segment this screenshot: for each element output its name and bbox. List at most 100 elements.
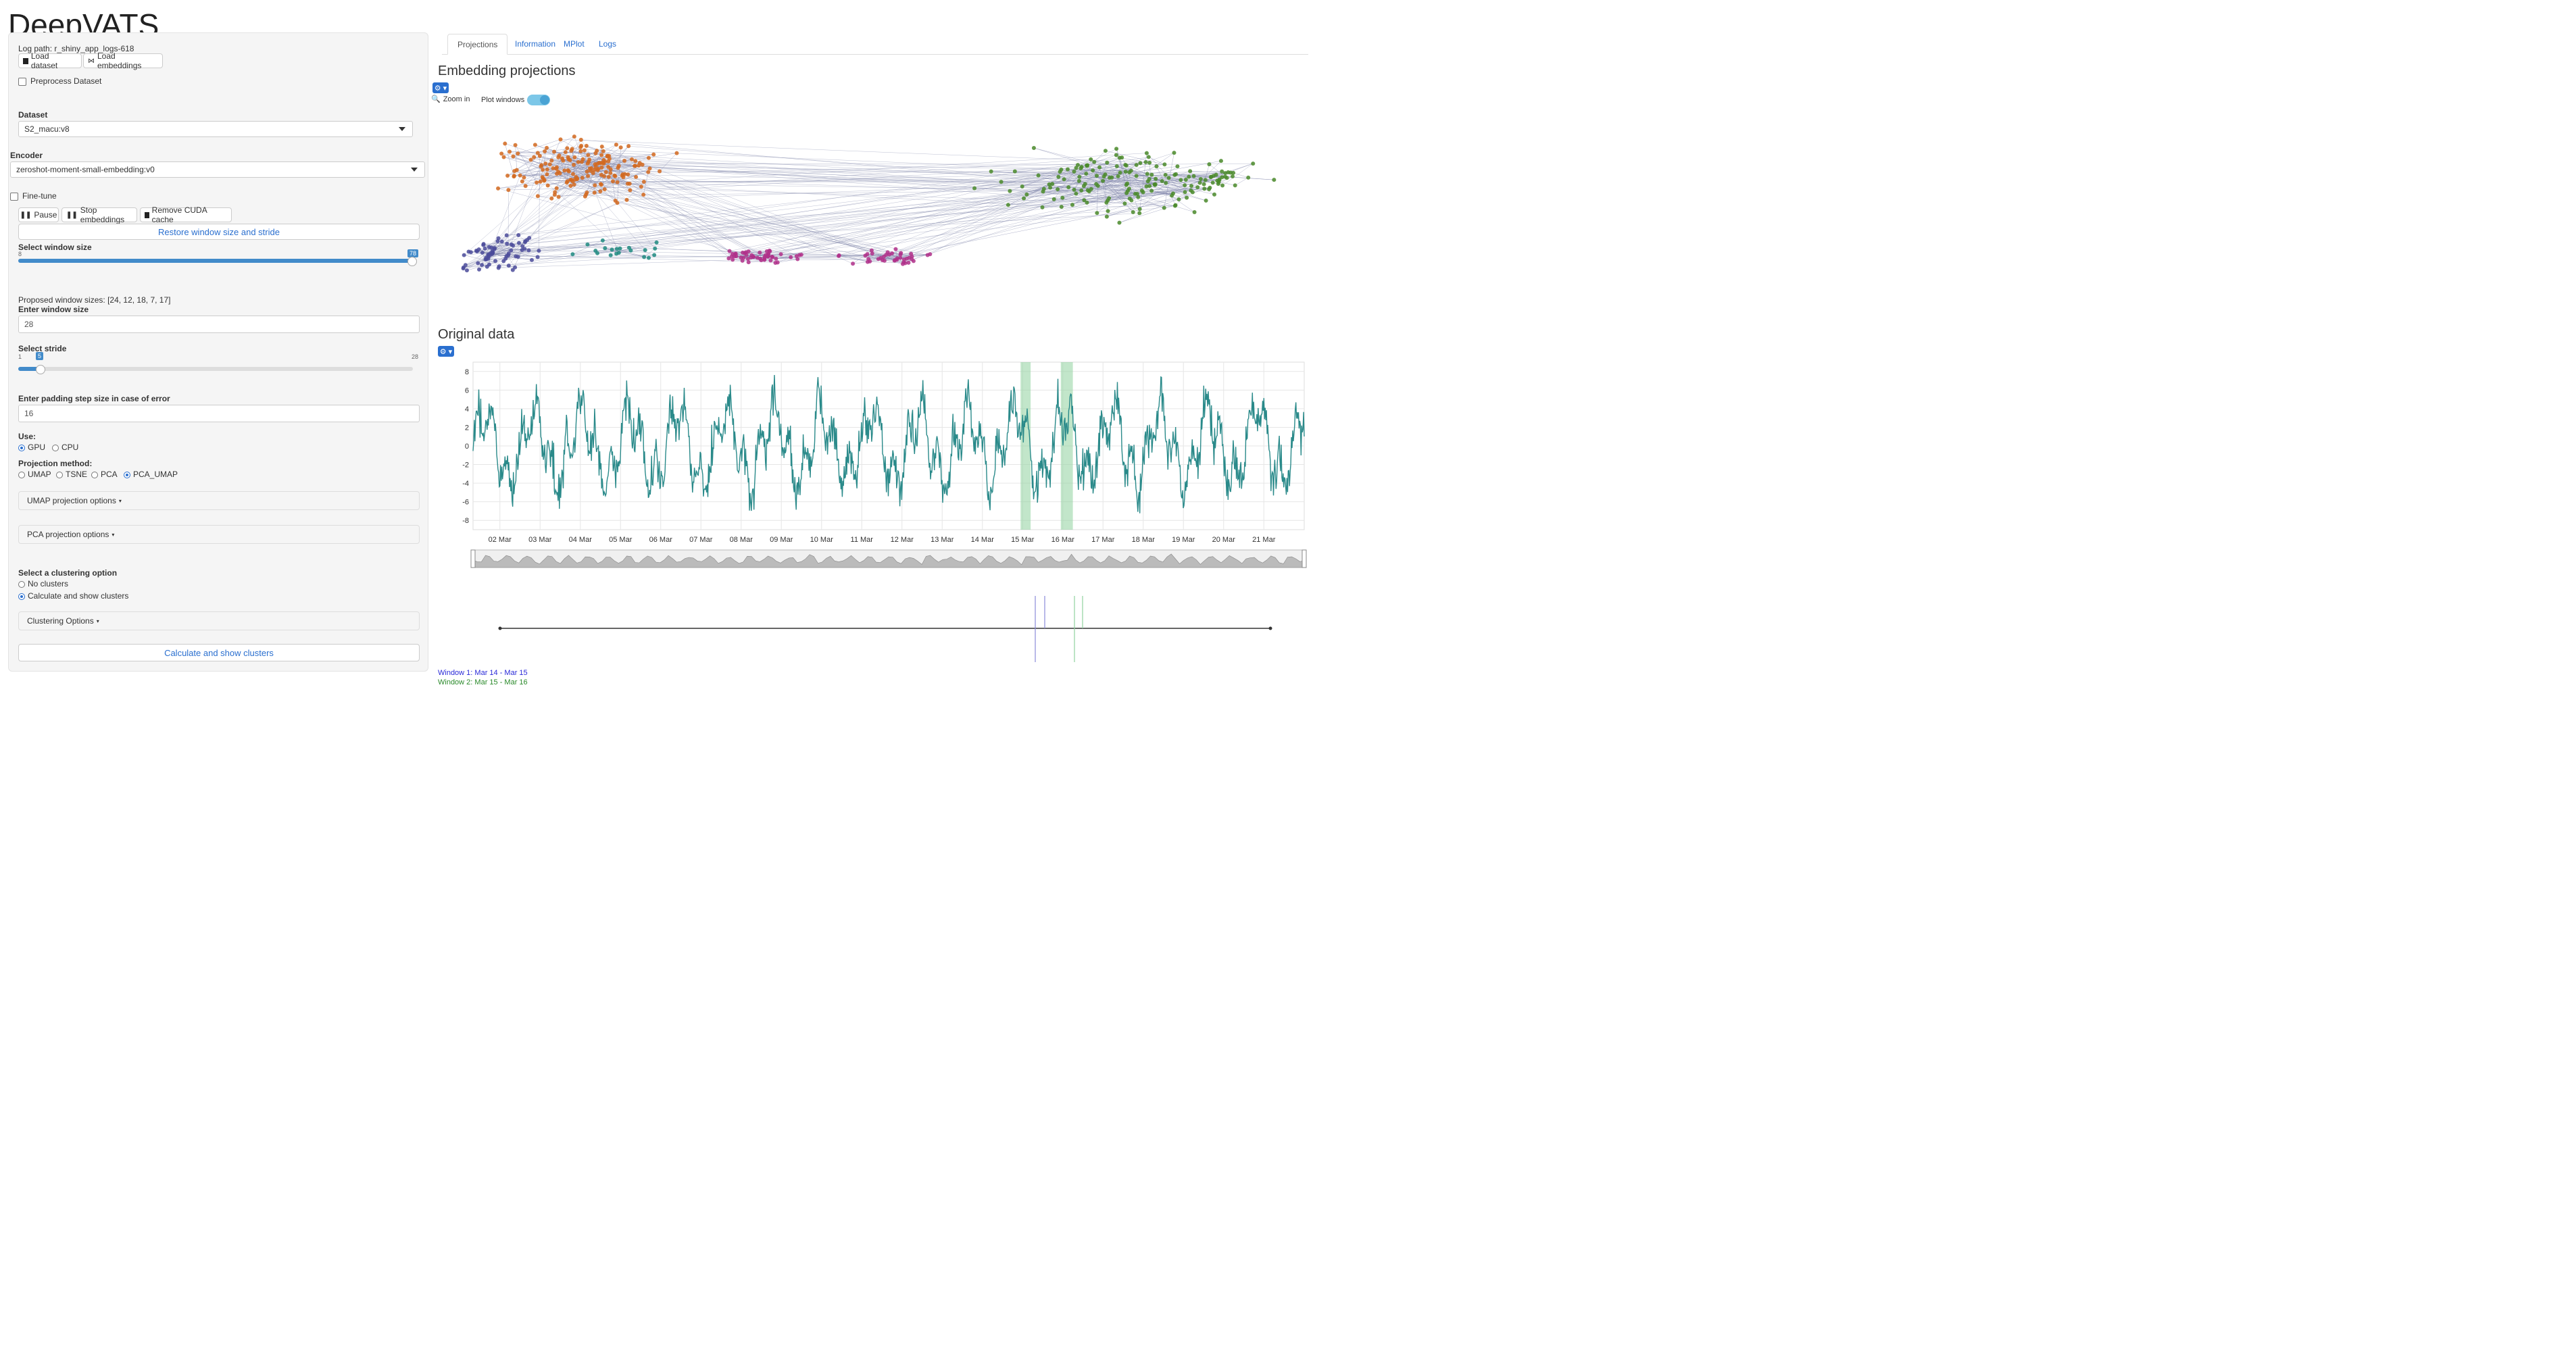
window-size-input[interactable]: 28: [18, 316, 420, 333]
projection-edge: [553, 168, 743, 261]
projection-edge: [1222, 163, 1254, 186]
pause-icon: ❚❚: [20, 211, 32, 219]
projection-point: [529, 257, 534, 262]
load-dataset-button[interactable]: Load dataset: [18, 51, 82, 70]
original-data-chart[interactable]: 8 6 4 2 0 -2 -4 -6 -8 02 Mar 03 Mar 04 Mar 05 Mar 06…: [439, 357, 1318, 573]
radio-icon: [124, 471, 130, 478]
no-clusters-radio[interactable]: No clusters: [18, 579, 68, 588]
projection-edge: [463, 264, 489, 268]
clustering-options-toggle[interactable]: Clustering Options ▾: [18, 611, 420, 630]
plot-windows-toggle[interactable]: Plot windows: [481, 95, 551, 105]
proj-pca-umap-radio[interactable]: PCA_UMAP: [124, 470, 178, 479]
projection-point: [1147, 184, 1152, 189]
embedding-scatter[interactable]: [460, 122, 1291, 304]
projection-point: [1146, 155, 1151, 159]
use-cpu-radio[interactable]: CPU: [52, 443, 78, 452]
padding-input[interactable]: 16: [18, 405, 420, 422]
projections-settings-button[interactable]: ⚙ ▾: [432, 82, 449, 93]
stride-handle[interactable]: [36, 365, 45, 374]
projection-point: [608, 167, 613, 172]
projection-point: [509, 242, 514, 247]
projection-point: [1203, 178, 1208, 182]
use-gpu-radio[interactable]: GPU: [18, 443, 45, 452]
window-size-min: 8: [18, 251, 22, 257]
original-data-title: Original data: [438, 327, 515, 342]
projection-point: [1048, 185, 1053, 190]
projection-point: [1082, 198, 1087, 203]
projection-point: [556, 170, 561, 174]
projection-point: [563, 150, 568, 155]
projection-point: [1145, 172, 1149, 176]
projection-point: [1272, 178, 1277, 182]
preprocess-checkbox[interactable]: Preprocess Dataset: [18, 76, 101, 86]
projection-point: [1188, 169, 1193, 174]
projection-edge: [1081, 168, 1097, 176]
pause-button[interactable]: ❚❚ Pause: [18, 207, 59, 222]
projection-edge: [628, 146, 1064, 180]
encoder-select[interactable]: zeroshot-moment-small-embedding:v0: [10, 161, 425, 178]
x-tick-label: 04 Mar: [569, 536, 593, 544]
projection-point: [882, 258, 887, 263]
projection-edge: [570, 185, 839, 257]
projection-edge: [601, 167, 749, 252]
calculate-clusters-button[interactable]: Calculate and show clusters: [18, 644, 420, 661]
x-tick-label: 14 Mar: [971, 536, 995, 544]
sidebar: Log path: r_shiny_app_logs-618 Load data…: [8, 32, 428, 672]
remove-cuda-button[interactable]: Remove CUDA cache: [140, 205, 232, 224]
window-highlights: [1020, 362, 1073, 530]
proj-umap-radio[interactable]: UMAP: [18, 470, 51, 479]
projection-point: [532, 155, 537, 159]
projection-edge: [524, 176, 1211, 249]
projection-point: [511, 154, 516, 159]
projection-point: [578, 145, 583, 149]
x-tick-label: 08 Mar: [730, 536, 753, 544]
projection-point: [789, 255, 793, 259]
projection-point: [1174, 172, 1179, 176]
tab-logs[interactable]: Logs: [599, 39, 617, 49]
tab-mplot[interactable]: MPlot: [564, 39, 585, 49]
projection-point: [545, 172, 549, 176]
projection-edge: [578, 161, 1125, 204]
stride-track[interactable]: [18, 367, 413, 371]
projection-point: [999, 180, 1004, 184]
toggle-switch[interactable]: [527, 95, 551, 105]
zoom-toggle[interactable]: 🔍 Zoom in: [431, 95, 470, 104]
projection-edge: [1112, 177, 1179, 200]
projection-point: [516, 151, 520, 156]
restore-button[interactable]: Restore window size and stride: [18, 224, 420, 240]
proj-tsne-radio[interactable]: TSNE: [56, 470, 87, 479]
projection-point: [1122, 201, 1127, 206]
range-navigator[interactable]: [470, 549, 1307, 568]
window-size-handle[interactable]: [407, 257, 417, 266]
tab-information[interactable]: Information: [515, 39, 556, 49]
projection-edge: [573, 164, 766, 255]
dataset-select[interactable]: S2_macu:v8: [18, 121, 413, 137]
projection-point: [1074, 191, 1079, 196]
calc-clusters-radio[interactable]: Calculate and show clusters: [18, 591, 128, 601]
pca-options-toggle[interactable]: PCA projection options ▾: [18, 525, 420, 544]
projection-point: [1189, 188, 1193, 193]
finetune-checkbox[interactable]: Fine-tune: [10, 191, 57, 201]
projection-point: [556, 195, 561, 199]
original-settings-button[interactable]: ⚙ ▾: [438, 346, 454, 357]
load-embeddings-button[interactable]: ⋈ Load embeddings: [83, 51, 163, 70]
projection-point: [1095, 211, 1099, 216]
stop-embeddings-button[interactable]: ❚❚ Stop embeddings: [61, 205, 137, 224]
projection-edge: [597, 150, 853, 264]
projection-point: [528, 157, 533, 162]
proj-pca-radio[interactable]: PCA: [91, 470, 118, 479]
umap-options-toggle[interactable]: UMAP projection options ▾: [18, 491, 420, 510]
projection-point: [570, 252, 575, 257]
tab-projections[interactable]: Projections: [447, 34, 508, 55]
projection-point: [895, 256, 899, 261]
projection-point: [759, 258, 764, 263]
projection-point: [642, 255, 647, 259]
window-size-bubble: 78: [407, 249, 419, 257]
projection-edge: [613, 180, 1079, 182]
projection-point: [646, 170, 651, 174]
projection-edge: [508, 183, 1128, 256]
projection-point: [612, 173, 617, 178]
projection-point: [1204, 198, 1208, 203]
projection-point: [585, 169, 589, 174]
projection-point: [1127, 196, 1132, 201]
